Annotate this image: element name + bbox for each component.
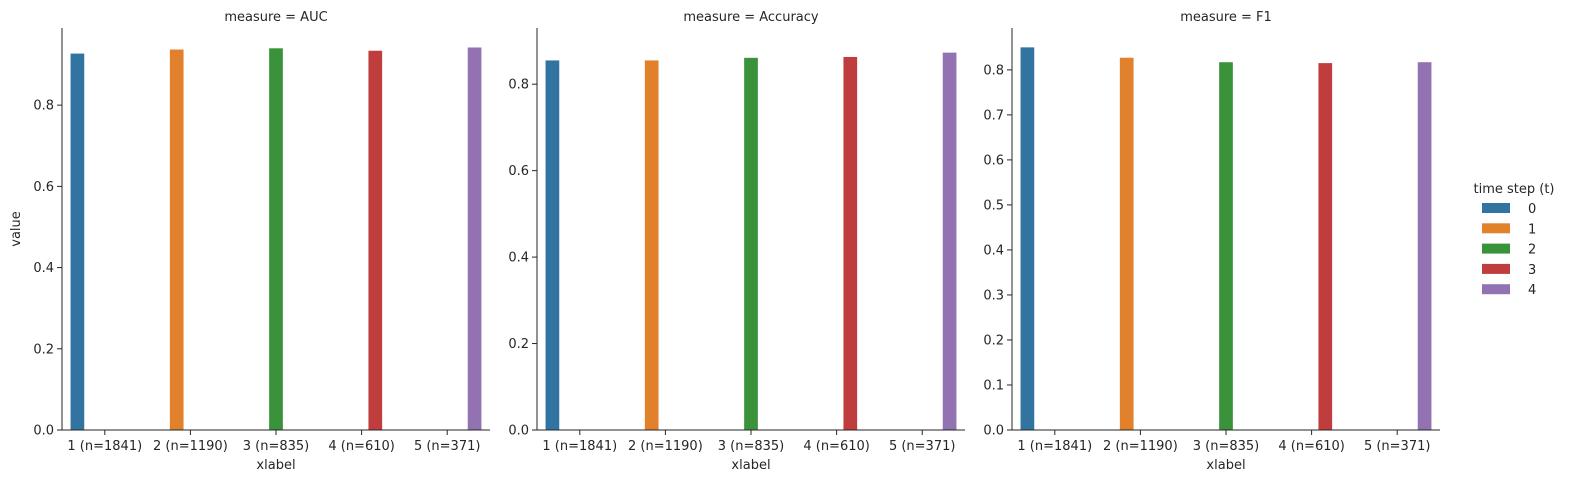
- x-tick-label: 3 (n=835): [243, 439, 310, 454]
- bar-2 (n=1190)-t1: [644, 60, 659, 431]
- legend: time step (t) 0 1 2 3 4: [1474, 182, 1555, 298]
- y-tick-label: 0.6: [983, 153, 1004, 168]
- y-tick-label: 0.4: [33, 261, 54, 276]
- bar-1 (n=1841)-t0: [1020, 47, 1035, 430]
- x-tick-label: 4 (n=610): [1278, 439, 1345, 454]
- y-tick-label: 0.0: [983, 424, 1004, 439]
- legend-swatch-0: [1482, 203, 1510, 213]
- x-tick-label: 1 (n=1841): [542, 439, 617, 454]
- y-tick-label: 0.5: [983, 198, 1004, 213]
- y-tick-label: 0.3: [983, 288, 1004, 303]
- x-tick-label: 2 (n=1190): [628, 439, 703, 454]
- y-tick-label: 0.6: [508, 164, 529, 179]
- x-tick-label: 5 (n=371): [414, 439, 481, 454]
- x-tick-label: 2 (n=1190): [153, 439, 228, 454]
- x-axis-label: xlabel: [256, 458, 295, 473]
- bar-3 (n=835)-t2: [269, 48, 283, 430]
- bar-3 (n=835)-t2: [744, 57, 758, 430]
- panel-1: measure = AUC 0.0 0.2 0.4 0.6 0.8 1 (n=1841) 2 …: [9, 10, 490, 473]
- x-axis-label: xlabel: [1206, 458, 1245, 473]
- bar-5 (n=371)-t4: [467, 47, 482, 431]
- bar-4 (n=610)-t3: [368, 50, 383, 431]
- x-tick-label: 4 (n=610): [803, 439, 870, 454]
- legend-label-2: 2: [1528, 243, 1536, 258]
- legend-label-0: 0: [1528, 202, 1536, 217]
- x-tick-label: 5 (n=371): [889, 439, 956, 454]
- bar-5 (n=371)-t4: [942, 52, 957, 431]
- y-tick-label: 0.8: [983, 63, 1004, 78]
- bar-5 (n=371)-t4: [1417, 62, 1432, 430]
- panel-2: measure = Accuracy 0.0 0.2 0.4 0.6 0.8 1 (n=18…: [508, 10, 965, 473]
- legend-swatch-3: [1482, 263, 1510, 274]
- bar-1 (n=1841)-t0: [545, 60, 560, 431]
- panel-title: measure = AUC: [224, 10, 327, 25]
- bar-3 (n=835)-t2: [1219, 62, 1233, 430]
- y-tick-label: 0.1: [983, 378, 1004, 393]
- legend-swatch-4: [1482, 284, 1510, 295]
- legend-swatch-1: [1482, 223, 1510, 234]
- y-tick-label: 0.8: [33, 99, 54, 114]
- legend-swatch-2: [1482, 243, 1510, 254]
- y-tick-label: 0.2: [508, 337, 529, 352]
- y-tick-label: 0.7: [983, 108, 1004, 123]
- bar-2 (n=1190)-t1: [1119, 57, 1134, 430]
- y-tick-label: 0.0: [508, 424, 529, 439]
- y-tick-label: 0.2: [33, 342, 54, 357]
- bar-4 (n=610)-t3: [843, 56, 858, 430]
- panel-title: measure = Accuracy: [683, 10, 819, 25]
- x-tick-label: 1 (n=1841): [1017, 439, 1092, 454]
- legend-label-4: 4: [1528, 283, 1536, 298]
- legend-label-3: 3: [1528, 263, 1536, 278]
- y-tick-label: 0.6: [33, 180, 54, 195]
- bar-2 (n=1190)-t1: [169, 49, 184, 431]
- bar-1 (n=1841)-t0: [70, 53, 85, 430]
- x-tick-label: 5 (n=371): [1364, 439, 1431, 454]
- legend-label-1: 1: [1528, 222, 1536, 237]
- y-axis-label: value: [9, 211, 24, 247]
- y-tick-label: 0.2: [983, 333, 1004, 348]
- x-tick-label: 1 (n=1841): [67, 439, 142, 454]
- y-tick-label: 0.4: [508, 251, 529, 266]
- y-tick-label: 0.4: [983, 243, 1004, 258]
- y-tick-label: 0.0: [33, 424, 54, 439]
- x-axis-label: xlabel: [731, 458, 770, 473]
- panel-3: measure = F1 0.0 0.1 0.2 0.3 0.4 0.5 0.6 0.7 0.8 1…: [983, 10, 1440, 473]
- x-tick-label: 3 (n=835): [1193, 439, 1260, 454]
- x-tick-label: 4 (n=610): [328, 439, 395, 454]
- bar-4 (n=610)-t3: [1318, 63, 1333, 431]
- panel-title: measure = F1: [1180, 10, 1272, 25]
- y-tick-label: 0.8: [508, 78, 529, 93]
- x-tick-label: 2 (n=1190): [1103, 439, 1178, 454]
- x-tick-label: 3 (n=835): [718, 439, 785, 454]
- legend-title: time step (t): [1474, 182, 1555, 197]
